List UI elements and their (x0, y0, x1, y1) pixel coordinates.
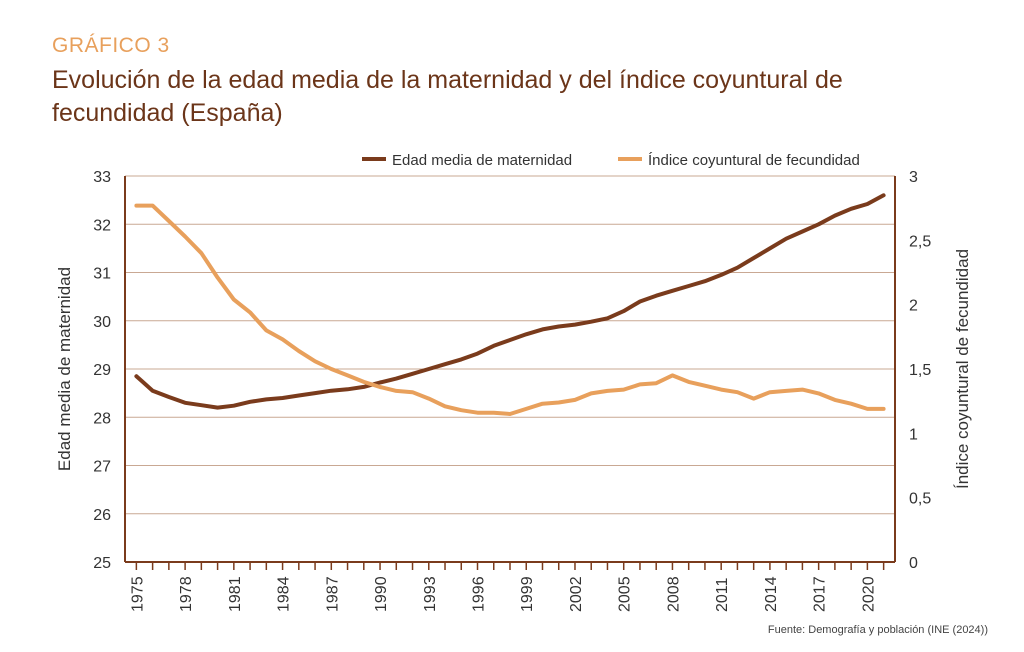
y-left-tick-label: 31 (93, 266, 111, 283)
x-tick-label: 2008 (665, 576, 682, 612)
x-tick-label: 1978 (178, 576, 195, 612)
y-right-axis-title: Índice coyuntural de fecundidad (953, 249, 972, 489)
chart-title: Evolución de la edad media de la materni… (52, 64, 952, 130)
y-left-axis-title: Edad media de maternidad (55, 267, 74, 471)
legend-label: Índice coyuntural de fecundidad (648, 152, 860, 169)
x-tick-label: 1975 (129, 576, 146, 612)
y-right-tick-label: 2,5 (909, 233, 931, 250)
y-left-tick-label: 33 (93, 169, 111, 186)
source-note: Fuente: Demografía y población (INE (202… (767, 624, 988, 636)
y-right-tick-label: 0 (909, 555, 918, 572)
series-line-indice (134, 203, 886, 416)
legend-label: Edad media de maternidad (392, 152, 572, 169)
series-line-edad (134, 193, 886, 410)
y-left-tick-label: 32 (93, 217, 111, 234)
x-tick-label: 1993 (422, 576, 439, 612)
y-right-tick-label: 0,5 (909, 491, 931, 508)
x-tick-label: 2014 (763, 576, 780, 612)
x-tick-label: 1996 (471, 576, 488, 612)
x-tick-label: 2011 (714, 577, 731, 612)
x-tick-label: 2020 (860, 576, 877, 612)
chart-title-sub: (España) (181, 99, 283, 127)
y-right-tick-label: 3 (909, 169, 918, 186)
y-right-tick-label: 2 (909, 298, 918, 315)
x-tick-label: 2002 (568, 576, 585, 612)
y-right-tick-label: 1 (909, 426, 918, 443)
x-tick-label: 1999 (519, 576, 536, 612)
x-tick-label: 1984 (276, 576, 293, 612)
x-tick-label: 1987 (324, 576, 341, 612)
y-left-tick-label: 27 (93, 459, 111, 476)
y-left-tick-label: 26 (93, 507, 111, 524)
y-left-tick-label: 29 (93, 362, 111, 379)
x-tick-label: 1990 (373, 576, 390, 612)
chart-title-main: Evolución de la edad media de la materni… (52, 66, 843, 127)
y-right-tick-label: 1,5 (909, 362, 931, 379)
y-left-tick-label: 28 (93, 410, 111, 427)
y-left-tick-label: 30 (93, 314, 111, 331)
chart-kicker: GRÁFICO 3 (52, 34, 170, 57)
x-tick-label: 1981 (227, 576, 244, 612)
y-left-tick-label: 25 (93, 555, 111, 572)
x-tick-label: 2005 (617, 576, 634, 612)
x-tick-label: 2017 (812, 576, 829, 612)
